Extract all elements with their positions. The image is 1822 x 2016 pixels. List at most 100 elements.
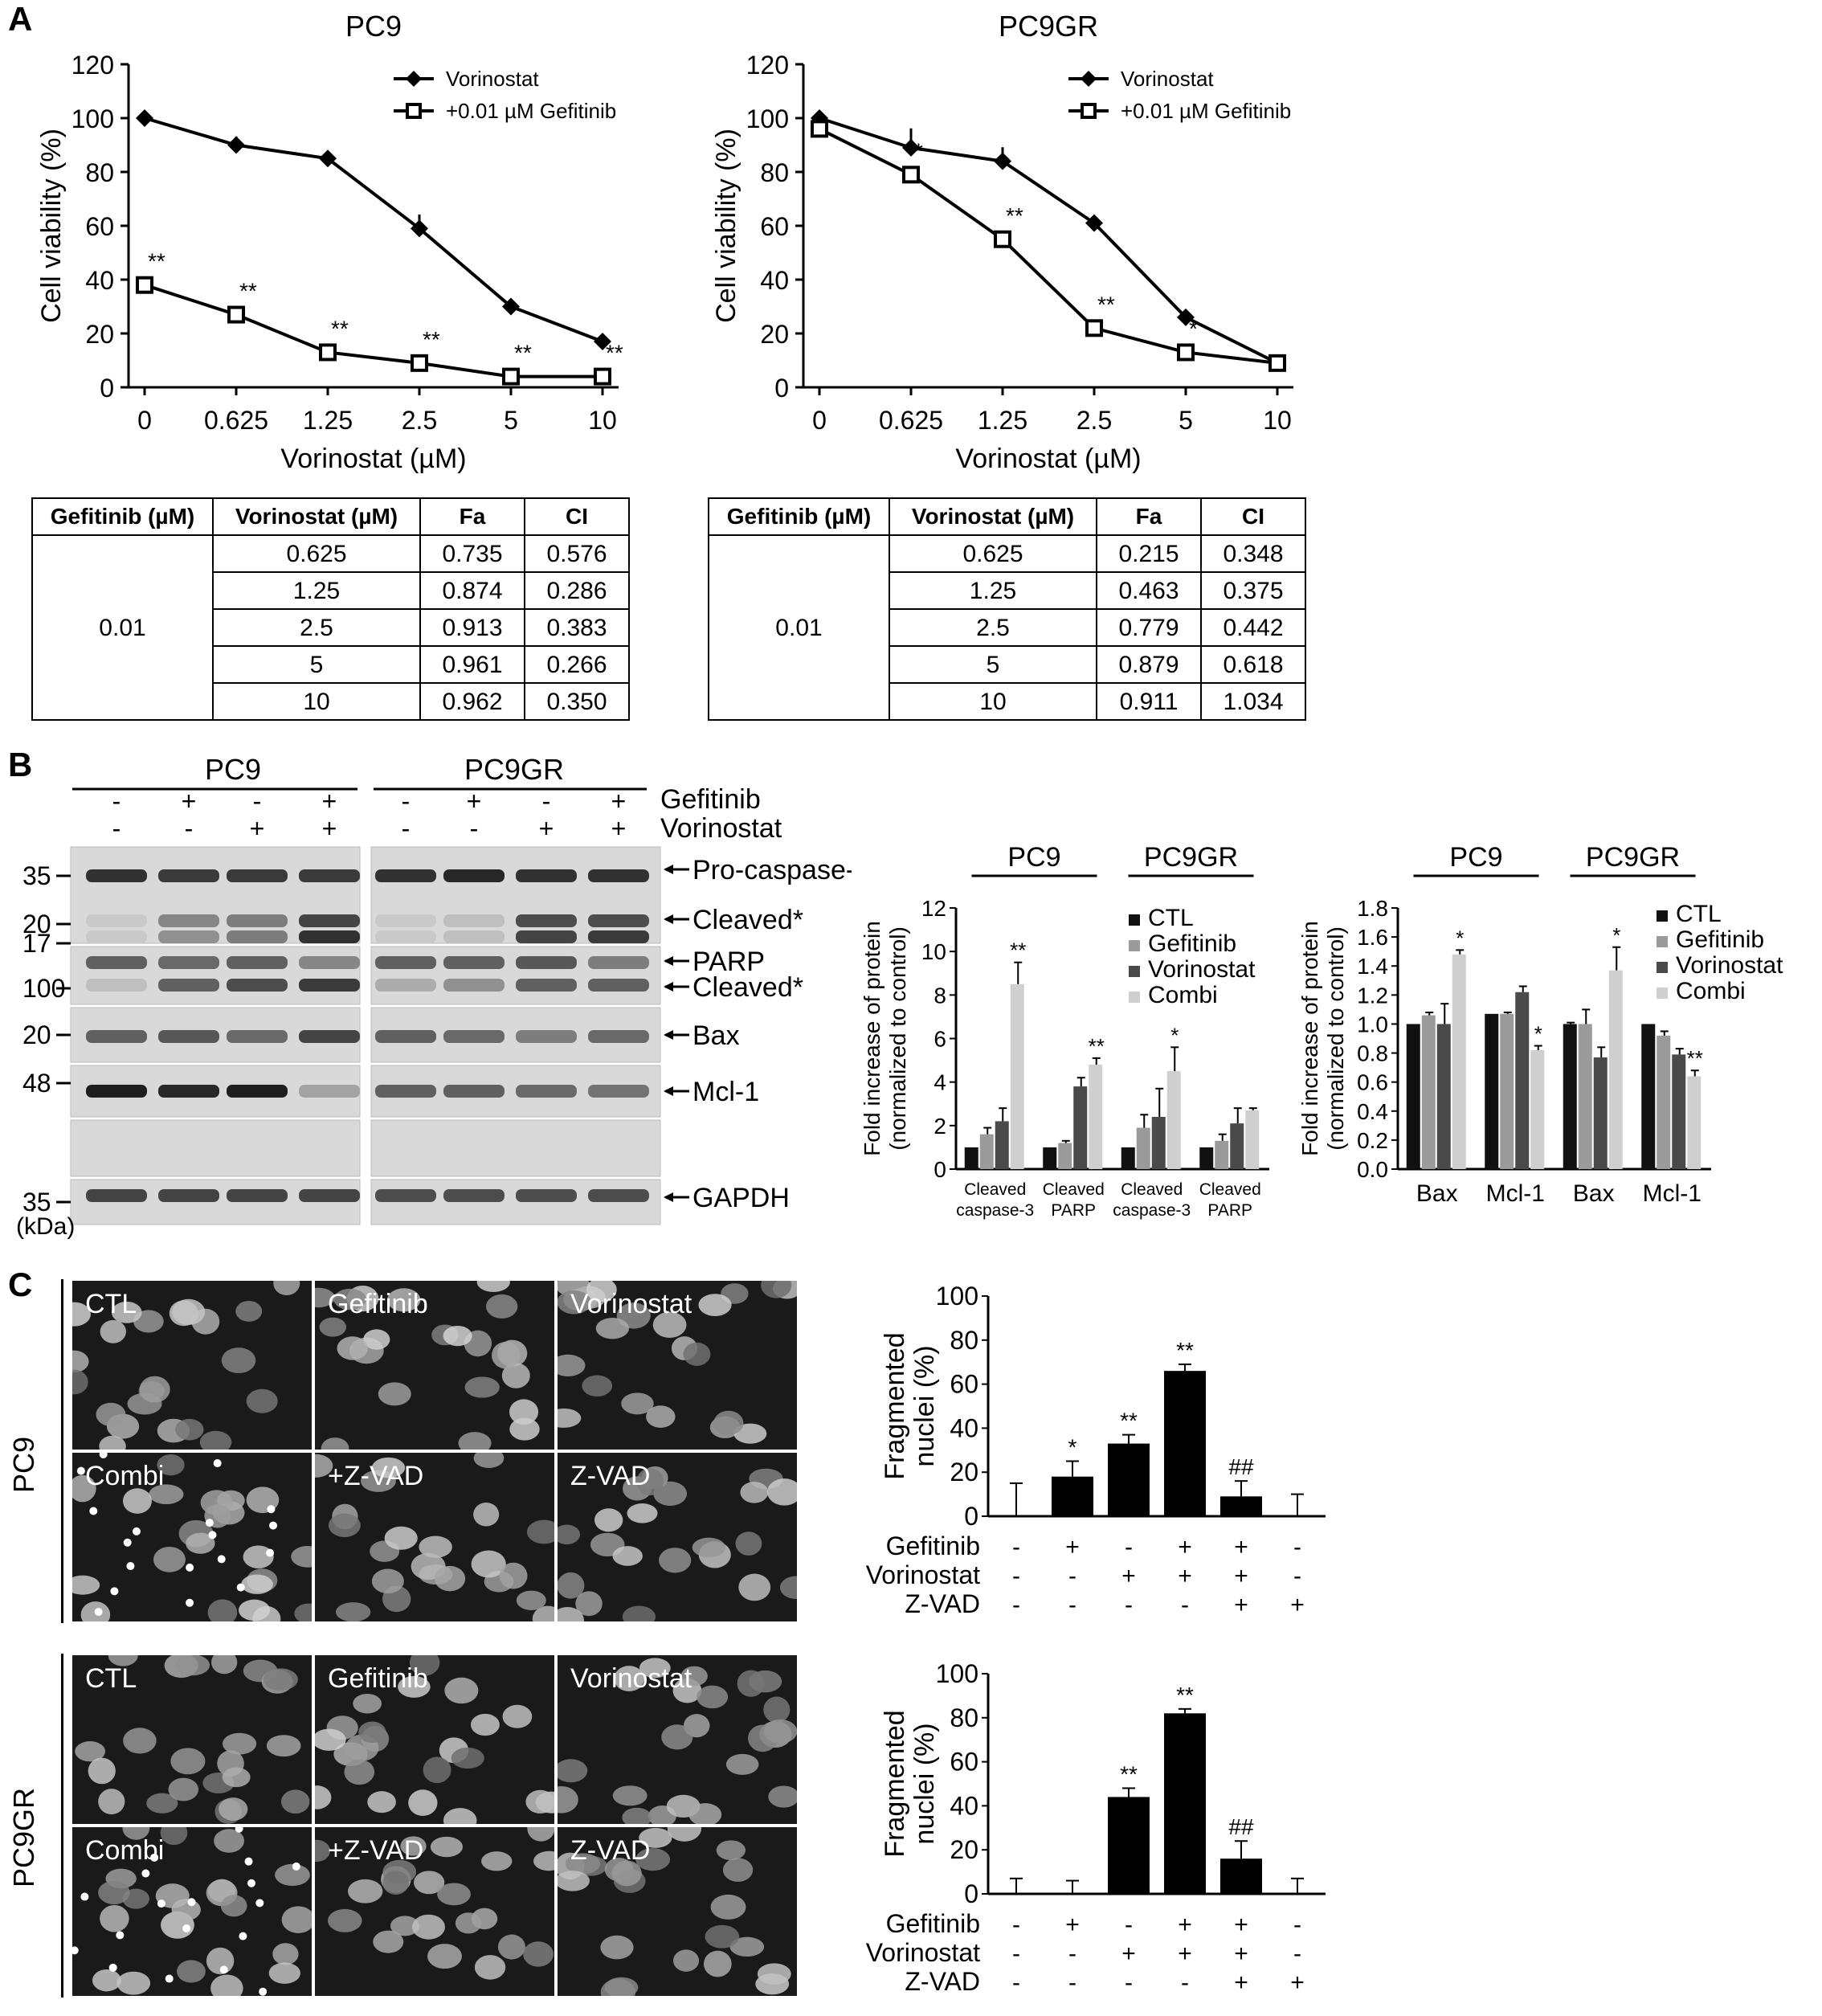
fragmented-nucleus: [239, 1932, 247, 1940]
table-cell: 0.962: [442, 689, 502, 715]
fragmented-nucleus: [80, 1892, 89, 1901]
bar: [1073, 1086, 1088, 1169]
y-tick-label: 80: [85, 158, 114, 187]
blot-band: [443, 1030, 505, 1043]
table-cell: 0.286: [546, 578, 607, 604]
bar: [1406, 1024, 1420, 1169]
group-header: PC9GR: [1586, 842, 1680, 873]
data-point: [594, 367, 611, 386]
data-point: [1268, 354, 1286, 372]
condition-sign: -: [1293, 1912, 1301, 1938]
nucleus: [729, 1936, 765, 1957]
nucleus: [157, 1454, 185, 1476]
x-tick-label: 5: [504, 406, 518, 435]
nucleus: [444, 1677, 479, 1704]
bar: [1563, 1024, 1577, 1169]
blot-strip: [70, 846, 361, 944]
nucleus: [434, 1565, 466, 1592]
band-arrow-head: [664, 865, 673, 874]
bar: [1421, 1015, 1436, 1169]
group-header: PC9GR: [1144, 842, 1238, 873]
significance-label: ##: [1228, 1814, 1254, 1839]
nucleus: [423, 1756, 451, 1784]
panel-label-c: C: [8, 1266, 33, 1303]
bar: [1166, 1071, 1181, 1169]
micrograph-label: CTL: [85, 1663, 137, 1694]
blot-band: [227, 869, 288, 882]
legend-label: Vorinostat: [446, 67, 539, 91]
micrograph-label: Combi: [85, 1835, 165, 1866]
legend-marker: [1081, 71, 1097, 87]
mw-marker: 20: [22, 1020, 51, 1049]
category-label: Mcl-1: [1486, 1180, 1545, 1207]
condition-sign: +: [1178, 1563, 1192, 1589]
caspase-parp-bar-chart: 0 2 4 6 8 10 12 Fold increase of protein (normal…: [860, 842, 1269, 1220]
nucleus: [722, 1858, 754, 1882]
significance-label: **: [148, 249, 165, 274]
legend-label: CTL: [1676, 901, 1722, 927]
nucleus: [443, 1808, 477, 1824]
nucleus: [737, 1670, 766, 1697]
significance-label: ##: [1228, 1454, 1254, 1479]
cell-line-header: PC9: [205, 753, 261, 786]
bar: [1108, 1797, 1150, 1894]
nucleus: [149, 1484, 184, 1505]
nucleus: [621, 1392, 654, 1415]
blot-band: [299, 1189, 360, 1202]
series-line: [144, 117, 603, 343]
nucleus: [367, 1791, 396, 1814]
y-tick-label: 0.0: [1357, 1157, 1388, 1182]
nucleus: [315, 1728, 346, 1751]
nucleus: [186, 1532, 215, 1554]
nucleus: [174, 1418, 204, 1441]
legend-swatch: [1657, 936, 1668, 947]
blot-band: [227, 930, 288, 943]
legend-swatch: [1657, 962, 1668, 973]
nucleus: [763, 1696, 790, 1724]
category-label: Cleaved: [1199, 1180, 1261, 1199]
blot-band: [588, 914, 649, 927]
condition-sign: +: [1065, 1912, 1080, 1938]
nucleus: [710, 1894, 746, 1920]
nucleus: [214, 1829, 244, 1853]
nucleus: [386, 1288, 421, 1312]
blot-band: [86, 914, 147, 927]
fragmented-nucleus: [217, 1555, 226, 1564]
micrograph-tile: Gefitinib: [313, 1654, 556, 1826]
nucleus: [177, 1960, 206, 1983]
nucleus: [713, 1410, 744, 1436]
category-label: Bax: [1573, 1180, 1615, 1207]
micrograph-label: +Z-VAD: [328, 1835, 424, 1866]
nucleus: [344, 1759, 375, 1785]
micrograph-tile: Z-VAD: [556, 1826, 799, 1998]
treatment-sign: +: [467, 787, 482, 816]
table-cell: 0.911: [1120, 689, 1179, 715]
nuclei-image: [315, 1827, 554, 1980]
blot-band: [86, 930, 147, 943]
table-cell: 0.625: [286, 541, 346, 567]
y-tick-label: 1.2: [1357, 983, 1388, 1008]
nucleus: [427, 1944, 462, 1969]
significance-label: *: [1612, 923, 1620, 947]
nucleus: [99, 1435, 126, 1450]
treatment-sign: +: [322, 814, 337, 843]
condition-sign: -: [1012, 1969, 1020, 1996]
nucleus: [268, 1962, 300, 1984]
y-tick-label: 120: [746, 51, 789, 80]
y-tick-label: 20: [950, 1458, 978, 1486]
bar: [1515, 992, 1530, 1169]
row-bracket-line: [61, 1654, 63, 1998]
nucleus: [328, 1513, 361, 1538]
nucleus: [558, 1607, 585, 1621]
blot-band: [588, 1189, 649, 1202]
treatment-sign: +: [250, 814, 265, 843]
x-tick-label: 10: [1263, 406, 1292, 435]
nucleus: [558, 1354, 586, 1376]
significance-label: *: [1170, 1023, 1179, 1047]
band-label: PARP: [692, 947, 765, 977]
bar: [1608, 970, 1623, 1169]
legend-marker: [406, 103, 422, 119]
blot-band: [299, 1030, 360, 1043]
nuclei-image: [72, 1453, 312, 1621]
data-point: [1177, 308, 1195, 326]
